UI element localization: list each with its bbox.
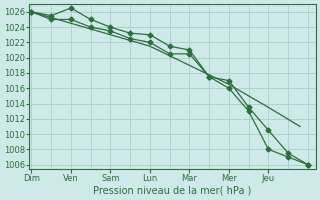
X-axis label: Pression niveau de la mer( hPa ): Pression niveau de la mer( hPa ): [93, 186, 252, 196]
